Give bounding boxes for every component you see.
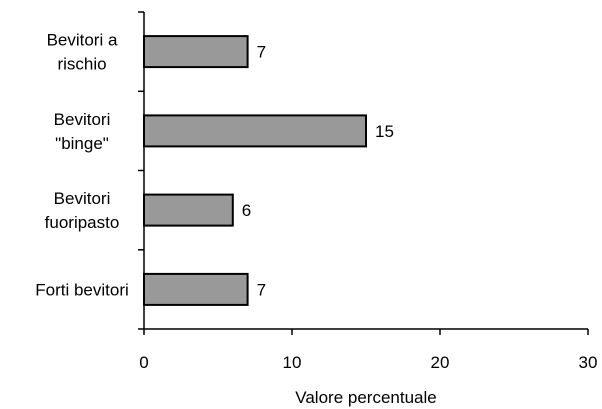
x-tick-labels-layer: 0 10 20 30 — [139, 353, 597, 372]
x-tick-label-3: 30 — [579, 353, 598, 372]
x-tick-label-0: 0 — [139, 353, 148, 372]
bars-layer — [143, 35, 367, 306]
value-label-0: 7 — [257, 43, 266, 62]
category-label-line: Forti bevitori — [35, 280, 129, 299]
category-label-line: "binge" — [55, 134, 109, 153]
category-label-1: Bevitori "binge" — [54, 110, 111, 153]
axes-layer — [138, 11, 589, 335]
category-label-3: Forti bevitori — [35, 280, 129, 299]
category-label-line: Bevitori a — [47, 31, 118, 50]
x-tick-label-2: 20 — [431, 353, 450, 372]
category-label-line: fuoripasto — [45, 213, 120, 232]
category-label-line: Bevitori — [54, 110, 111, 129]
category-label-0: Bevitori a rischio — [47, 31, 118, 74]
value-label-3: 7 — [257, 280, 266, 299]
x-tick-label-1: 10 — [283, 353, 302, 372]
value-label-1: 15 — [375, 122, 394, 141]
bar-2 — [143, 193, 234, 227]
category-label-line: rischio — [57, 55, 106, 74]
category-label-2: Bevitori fuoripasto — [45, 189, 120, 232]
bar-1 — [143, 114, 367, 148]
x-axis-label: Valore percentuale — [295, 388, 436, 407]
category-label-line: Bevitori — [54, 189, 111, 208]
bar-3 — [143, 272, 249, 306]
value-label-2: 6 — [242, 201, 251, 220]
value-labels-layer: 7 15 6 7 — [242, 43, 394, 300]
bar-0 — [143, 35, 249, 69]
